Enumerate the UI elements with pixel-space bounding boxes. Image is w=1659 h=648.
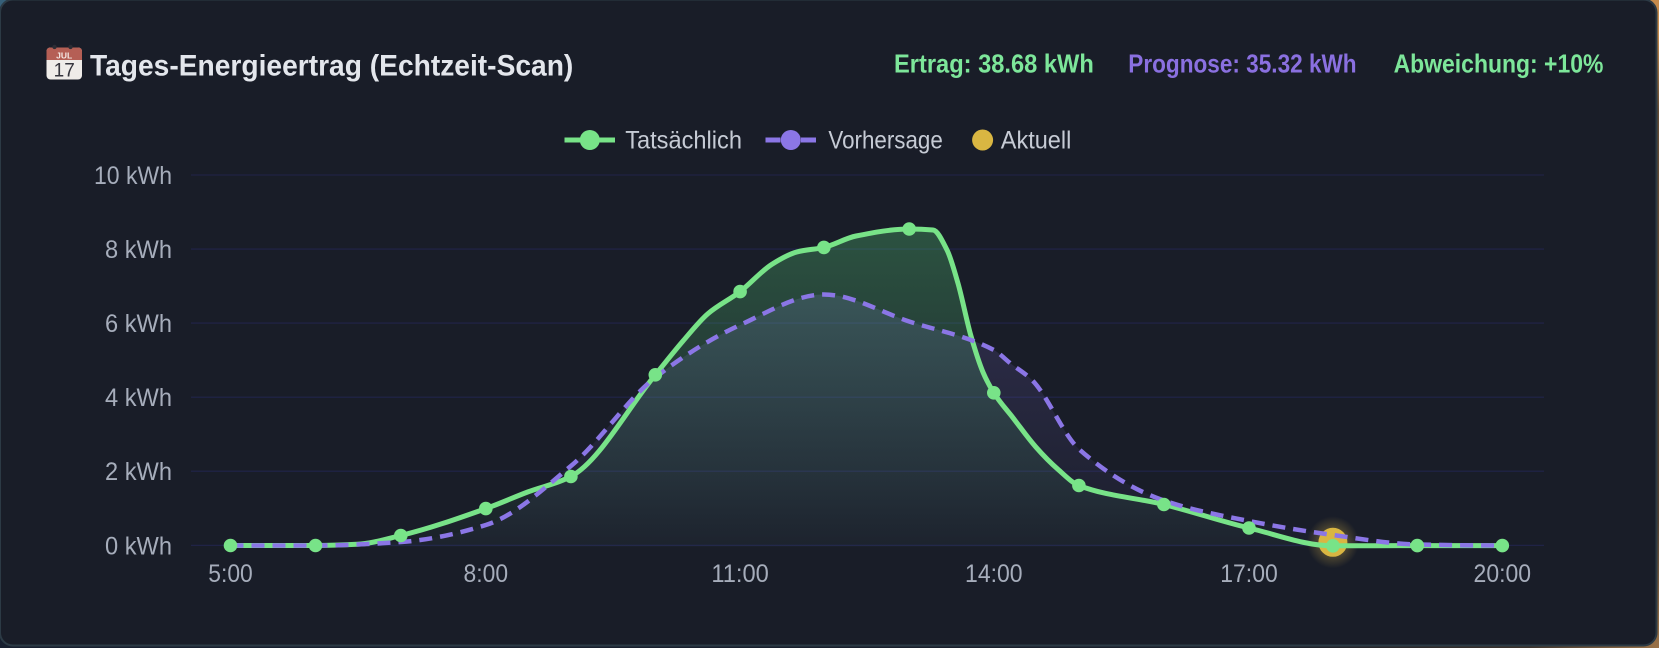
svg-text:2 kWh: 2 kWh (105, 458, 172, 486)
svg-text:11:00: 11:00 (711, 560, 769, 588)
svg-text:20:00: 20:00 (1474, 560, 1532, 588)
svg-text:JUL: JUL (56, 51, 72, 61)
svg-text:Prognose: 35.32 kWh: Prognose: 35.32 kWh (1128, 49, 1356, 79)
svg-text:17:00: 17:00 (1220, 560, 1278, 588)
svg-text:0 kWh: 0 kWh (105, 532, 172, 560)
svg-text:4 kWh: 4 kWh (105, 384, 172, 412)
svg-text:Tages-Energieertrag (Echtzeit-: Tages-Energieertrag (Echtzeit-Scan) (90, 50, 573, 83)
svg-text:8:00: 8:00 (464, 560, 509, 588)
svg-text:Aktuell: Aktuell (1001, 127, 1072, 155)
svg-text:17: 17 (54, 61, 75, 82)
svg-text:8 kWh: 8 kWh (105, 236, 172, 264)
svg-text:Ertrag: 38.68 kWh: Ertrag: 38.68 kWh (894, 49, 1094, 79)
svg-text:14:00: 14:00 (965, 560, 1023, 588)
svg-text:Abweichung: +10%: Abweichung: +10% (1394, 49, 1604, 79)
svg-text:10 kWh: 10 kWh (94, 162, 172, 190)
svg-text:Tatsächlich: Tatsächlich (625, 127, 742, 155)
svg-text:6 kWh: 6 kWh (105, 310, 172, 338)
svg-text:Vorhersage: Vorhersage (828, 127, 942, 155)
svg-text:5:00: 5:00 (208, 560, 253, 588)
